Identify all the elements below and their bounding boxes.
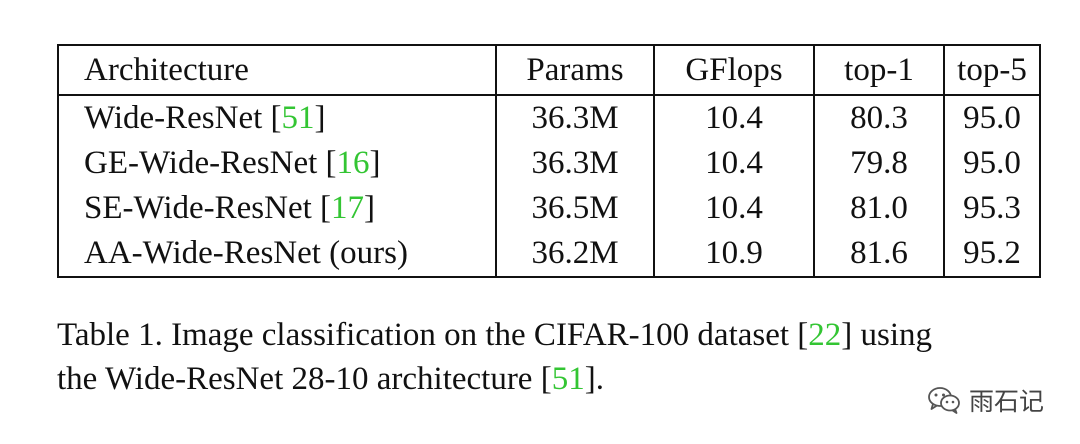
architecture-cell: AA-Wide-ResNet (ours)	[57, 231, 497, 278]
citation-link[interactable]: 22	[808, 317, 842, 353]
architecture-cell: GE-Wide-ResNet [16]	[57, 141, 497, 186]
architecture-cell: Wide-ResNet [51]	[57, 95, 497, 141]
caption-line-1: Table 1. Image classification on the CIF…	[57, 313, 1047, 357]
header-gflops: GFlops	[654, 44, 815, 96]
top5-cell: 95.0	[944, 95, 1041, 141]
top1-cell: 81.0	[814, 186, 945, 231]
table-header: Architecture Params GFlops top-1 top-5	[57, 44, 1041, 96]
top1-cell: 79.8	[814, 141, 945, 186]
citation-link[interactable]: 16	[336, 145, 370, 181]
caption-line-2: the Wide-ResNet 28-10 architecture [51].	[57, 357, 1047, 401]
citation-bracket-open: [	[270, 100, 282, 136]
architecture-name: GE-Wide-ResNet	[84, 145, 326, 181]
gflops-cell: 10.9	[654, 231, 815, 278]
wechat-watermark: 雨石记	[927, 382, 1044, 418]
architecture-cell: SE-Wide-ResNet [17]	[57, 186, 497, 231]
results-table-container: Architecture Params GFlops top-1 top-5 W…	[57, 44, 1041, 278]
top5-cell: 95.3	[944, 186, 1041, 231]
table-row: SE-Wide-ResNet [17] 36.5M 10.4 81.0 95.3	[57, 186, 1041, 231]
params-cell: 36.5M	[496, 186, 655, 231]
gflops-cell: 10.4	[654, 141, 815, 186]
caption-text: ] using	[841, 317, 933, 353]
caption-text: Table 1. Image classification on the CIF…	[57, 317, 809, 353]
caption-text: ].	[584, 361, 604, 397]
citation-bracket-open: [	[325, 145, 337, 181]
header-top1: top-1	[814, 44, 945, 96]
params-cell: 36.3M	[496, 95, 655, 141]
header-params: Params	[496, 44, 655, 96]
header-row: Architecture Params GFlops top-1 top-5	[57, 44, 1041, 96]
header-top5: top-5	[944, 44, 1041, 96]
top5-cell: 95.0	[944, 141, 1041, 186]
table-row: AA-Wide-ResNet (ours) 36.2M 10.9 81.6 95…	[57, 231, 1041, 278]
table-row: GE-Wide-ResNet [16] 36.3M 10.4 79.8 95.0	[57, 141, 1041, 186]
citation-bracket-close: ]	[364, 190, 376, 226]
gflops-cell: 10.4	[654, 186, 815, 231]
params-cell: 36.3M	[496, 141, 655, 186]
citation-bracket-close: ]	[369, 145, 381, 181]
results-table: Architecture Params GFlops top-1 top-5 W…	[57, 44, 1041, 278]
watermark-text: 雨石记	[968, 387, 1044, 416]
header-architecture: Architecture	[57, 44, 497, 96]
citation-link[interactable]: 51	[281, 100, 315, 136]
params-cell: 36.2M	[496, 231, 655, 278]
citation-link[interactable]: 51	[551, 361, 585, 397]
architecture-name: AA-Wide-ResNet (ours)	[84, 235, 408, 271]
architecture-name: SE-Wide-ResNet	[84, 190, 321, 226]
table-row: Wide-ResNet [51] 36.3M 10.4 80.3 95.0	[57, 95, 1041, 141]
caption-text: the Wide-ResNet 28-10 architecture [	[57, 361, 552, 397]
wechat-icon	[927, 385, 961, 415]
top1-cell: 80.3	[814, 95, 945, 141]
citation-link[interactable]: 17	[331, 190, 365, 226]
gflops-cell: 10.4	[654, 95, 815, 141]
table-body: Wide-ResNet [51] 36.3M 10.4 80.3 95.0 GE…	[57, 95, 1041, 278]
citation-bracket-close: ]	[314, 100, 326, 136]
architecture-name: Wide-ResNet	[84, 100, 271, 136]
top5-cell: 95.2	[944, 231, 1041, 278]
citation-bracket-open: [	[320, 190, 332, 226]
table-caption: Table 1. Image classification on the CIF…	[57, 313, 1047, 401]
top1-cell: 81.6	[814, 231, 945, 278]
